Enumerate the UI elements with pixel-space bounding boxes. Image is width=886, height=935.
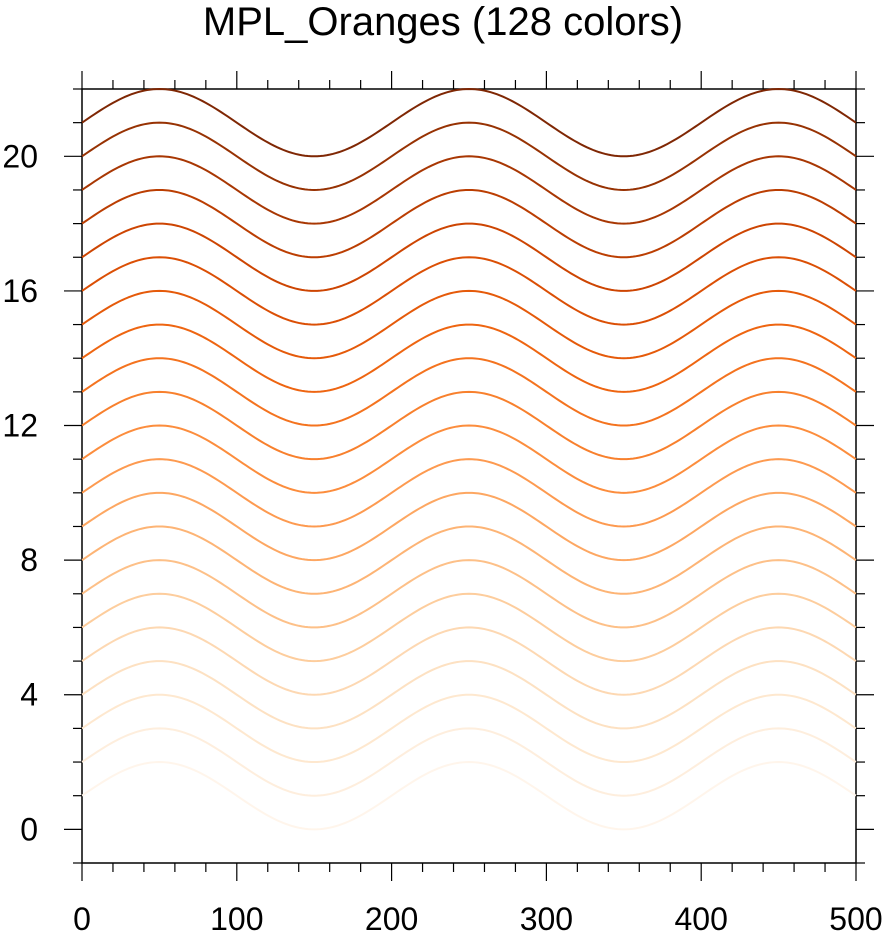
plot-frame [81, 88, 857, 864]
series-line-6 [81, 559, 857, 629]
series-line-15 [81, 256, 857, 326]
series-line-18 [81, 155, 857, 225]
series-line-13 [81, 323, 857, 393]
series-line-20 [81, 87, 857, 158]
y-tick-label: 4 [20, 677, 38, 713]
series-line-5 [81, 592, 857, 663]
series-line-19 [81, 121, 857, 191]
x-tick-label: 500 [829, 901, 882, 935]
series-line-11 [81, 390, 857, 461]
y-tick-label: 12 [2, 408, 38, 444]
x-tick-label: 200 [365, 901, 418, 935]
series-line-1 [81, 727, 857, 797]
series-line-10 [81, 424, 857, 494]
x-tick-label: 0 [73, 901, 91, 935]
series-line-9 [81, 458, 857, 528]
y-tick-label: 16 [2, 273, 38, 309]
series-line-8 [81, 491, 857, 562]
y-tick-label: 8 [20, 542, 38, 578]
x-tick-label: 100 [210, 901, 263, 935]
series-line-0 [81, 761, 857, 831]
y-tick-label: 20 [2, 138, 38, 174]
x-tick-label: 400 [675, 901, 728, 935]
y-tick-label: 0 [20, 811, 38, 847]
series-line-16 [81, 222, 857, 292]
series-line-4 [81, 626, 857, 696]
series-line-7 [81, 525, 857, 595]
series-line-2 [81, 693, 857, 764]
series-line-12 [81, 357, 857, 427]
series-line-17 [81, 188, 857, 259]
series-line-14 [81, 289, 857, 360]
x-tick-label: 300 [520, 901, 573, 935]
chart-title: MPL_Oranges (128 colors) [202, 0, 684, 44]
series-line-3 [81, 660, 857, 730]
